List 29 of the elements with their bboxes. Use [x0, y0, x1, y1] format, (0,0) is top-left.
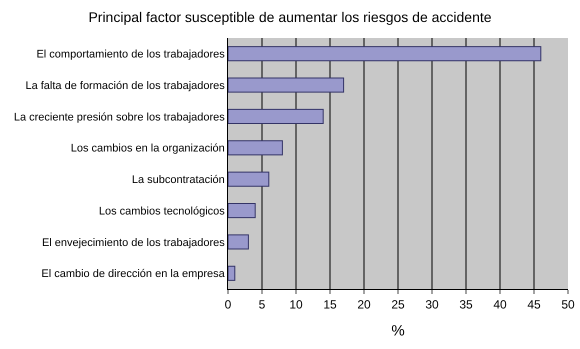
y-tick-label: La creciente presión sobre los trabajadores: [14, 111, 226, 124]
bar: [228, 46, 542, 62]
y-tick-label: El comportamiento de los trabajadores: [36, 48, 226, 61]
x-tick-label: 25: [391, 297, 405, 312]
x-tick-label: 50: [561, 297, 575, 312]
bar: [228, 140, 283, 156]
x-axis-title: %: [391, 322, 405, 340]
bar: [228, 234, 249, 250]
bar: [228, 172, 270, 187]
bar: [228, 78, 344, 93]
chart-title: Principal factor susceptible de aumentar los riesgos de accidente: [88, 9, 492, 26]
x-tick-label: 45: [527, 297, 541, 312]
x-tick-label: 40: [493, 297, 507, 312]
y-tick-label: Los cambios tecnológicos: [98, 205, 226, 218]
x-tick-label: 35: [459, 297, 473, 312]
x-tick-label: 10: [289, 297, 303, 312]
y-tick-label: La falta de formación de los trabajadores: [25, 80, 226, 92]
y-tick-label: El cambio de dirección en la empresa: [41, 268, 226, 280]
bar: [228, 108, 324, 124]
x-tick-label: 5: [258, 297, 266, 312]
y-tick-label: La subcontratación: [132, 174, 225, 186]
y-tick-label: Los cambios en la organización: [70, 142, 225, 155]
x-tick-label: 20: [357, 297, 371, 312]
y-tick-label: El envejecimiento de los trabajadores: [42, 236, 226, 249]
bar: [228, 203, 256, 218]
bar: [228, 266, 236, 281]
x-tick-label: 0: [224, 297, 232, 312]
x-tick-label: 30: [425, 297, 439, 312]
x-tick-label: 15: [323, 297, 337, 312]
